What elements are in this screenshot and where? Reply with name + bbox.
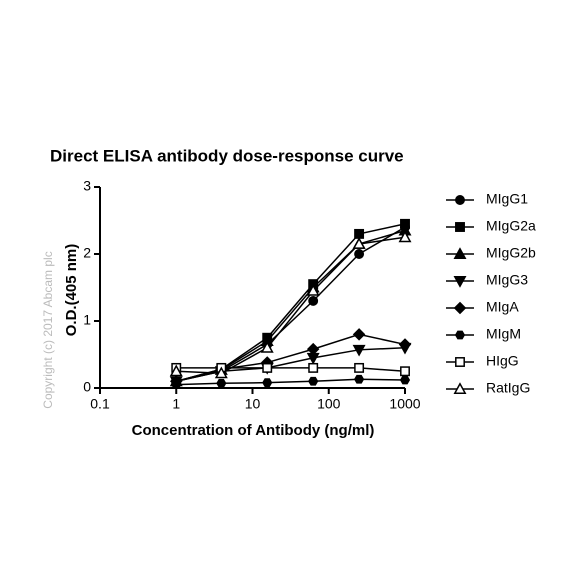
legend-label: MIgG3: [486, 272, 528, 288]
legend-marker: [453, 382, 467, 394]
y-tick-label: 0: [83, 379, 91, 395]
data-point: [306, 342, 320, 356]
legend-label: MIgM: [486, 326, 521, 342]
legend-marker: [453, 301, 467, 315]
data-point: [399, 375, 411, 385]
data-point: [308, 362, 319, 373]
data-point: [354, 362, 365, 373]
legend-label: MIgG1: [486, 191, 528, 207]
legend-marker: [453, 247, 467, 259]
legend-marker: [455, 357, 465, 367]
data-point: [260, 341, 274, 353]
legend-marker: [455, 222, 465, 232]
legend-label: MIgA: [486, 299, 519, 315]
legend-label: RatIgG: [486, 380, 530, 396]
data-point: [308, 295, 319, 306]
x-tick-label: 10: [245, 396, 261, 412]
y-tick-label: 2: [83, 245, 91, 261]
data-point: [214, 366, 228, 379]
series-line: [176, 333, 406, 383]
data-point: [354, 228, 365, 239]
chart-title: Direct ELISA antibody dose-response curv…: [50, 146, 404, 165]
y-tick-label: 3: [83, 178, 91, 194]
x-tick-label: 1000: [389, 396, 420, 412]
x-tick-label: 1: [172, 396, 180, 412]
legend-marker: [455, 195, 465, 205]
data-point: [398, 230, 412, 243]
series-line: [176, 367, 406, 372]
x-tick-label: 0.1: [90, 396, 110, 412]
data-point: [400, 366, 410, 377]
data-point: [169, 364, 183, 377]
legend-marker: [453, 276, 467, 288]
data-point: [398, 338, 412, 351]
data-point: [354, 249, 365, 259]
watermark: Copyright (c) 2017 Abcam plc: [41, 251, 55, 408]
y-axis-label: O.D.(405 nm): [63, 244, 80, 337]
x-tick-label: 100: [317, 396, 341, 412]
data-point: [352, 237, 366, 249]
legend-label: MIgG2b: [486, 245, 536, 261]
data-point: [171, 380, 182, 390]
y-tick-label: 1: [83, 312, 91, 328]
data-point: [216, 378, 227, 388]
series-line: [176, 378, 406, 386]
data-point: [308, 376, 319, 386]
legend-label: HIgG: [486, 353, 519, 369]
data-point: [262, 362, 273, 373]
data-point: [306, 284, 320, 296]
series-line: [176, 236, 406, 375]
legend-marker: [454, 330, 466, 340]
data-point: [352, 344, 366, 357]
data-point: [352, 328, 366, 341]
x-axis-label: Concentration of Antibody (ng/ml): [132, 422, 375, 439]
data-point: [262, 378, 273, 388]
data-point: [354, 374, 365, 384]
legend-label: MIgG2a: [486, 218, 536, 234]
